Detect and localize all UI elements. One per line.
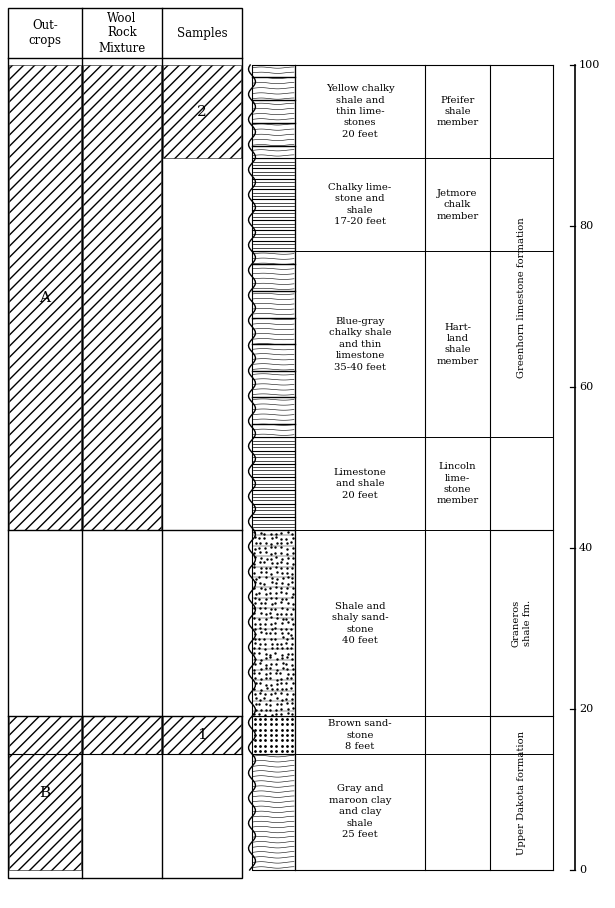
Text: 2: 2 bbox=[197, 104, 207, 119]
Text: Jetmore
chalk
member: Jetmore chalk member bbox=[437, 189, 478, 221]
Bar bbox=[252, 716, 295, 754]
Text: Hart-
land
shale
member: Hart- land shale member bbox=[437, 322, 478, 366]
Text: 0: 0 bbox=[579, 865, 586, 875]
Bar bbox=[252, 158, 295, 252]
Bar bbox=[252, 65, 295, 158]
Bar bbox=[8, 8, 242, 878]
Bar bbox=[252, 438, 295, 530]
Text: Out-
crops: Out- crops bbox=[28, 19, 62, 47]
Text: Upper Dakota formation: Upper Dakota formation bbox=[517, 731, 526, 855]
Text: Lincoln
lime-
stone
member: Lincoln lime- stone member bbox=[437, 462, 478, 506]
Bar bbox=[83, 65, 161, 530]
Bar bbox=[252, 754, 295, 870]
Text: Yellow chalky
shale and
thin lime-
stones
20 feet: Yellow chalky shale and thin lime- stone… bbox=[326, 84, 394, 139]
Text: Shale and
shaly sand-
stone
40 feet: Shale and shaly sand- stone 40 feet bbox=[331, 602, 388, 645]
Bar bbox=[9, 65, 81, 530]
Text: B: B bbox=[39, 786, 50, 800]
Text: A: A bbox=[39, 291, 50, 305]
Bar bbox=[9, 716, 81, 870]
Text: Chalky lime-
stone and
shale
17-20 feet: Chalky lime- stone and shale 17-20 feet bbox=[328, 183, 392, 226]
Text: 60: 60 bbox=[579, 382, 593, 392]
Text: 1: 1 bbox=[197, 728, 207, 742]
Text: Brown sand-
stone
8 feet: Brown sand- stone 8 feet bbox=[328, 719, 392, 751]
Bar bbox=[83, 716, 161, 754]
Text: Greenhorn limestone formation: Greenhorn limestone formation bbox=[517, 217, 526, 378]
Text: Blue-gray
chalky shale
and thin
limestone
35-40 feet: Blue-gray chalky shale and thin limeston… bbox=[328, 317, 391, 371]
Text: 100: 100 bbox=[579, 60, 600, 70]
Text: Graneros
shale fm.: Graneros shale fm. bbox=[511, 600, 532, 647]
Bar bbox=[252, 252, 295, 438]
Text: 40: 40 bbox=[579, 543, 593, 553]
Text: Pfeifer
shale
member: Pfeifer shale member bbox=[437, 95, 478, 127]
Bar bbox=[163, 716, 241, 754]
Bar bbox=[163, 65, 241, 158]
Text: Gray and
maroon clay
and clay
shale
25 feet: Gray and maroon clay and clay shale 25 f… bbox=[329, 785, 391, 839]
Text: Samples: Samples bbox=[177, 26, 228, 40]
Bar bbox=[252, 530, 295, 716]
Text: 80: 80 bbox=[579, 221, 593, 231]
Text: 20: 20 bbox=[579, 704, 593, 714]
Text: Limestone
and shale
20 feet: Limestone and shale 20 feet bbox=[333, 468, 386, 499]
Text: Wool
Rock
Mixture: Wool Rock Mixture bbox=[98, 12, 146, 54]
